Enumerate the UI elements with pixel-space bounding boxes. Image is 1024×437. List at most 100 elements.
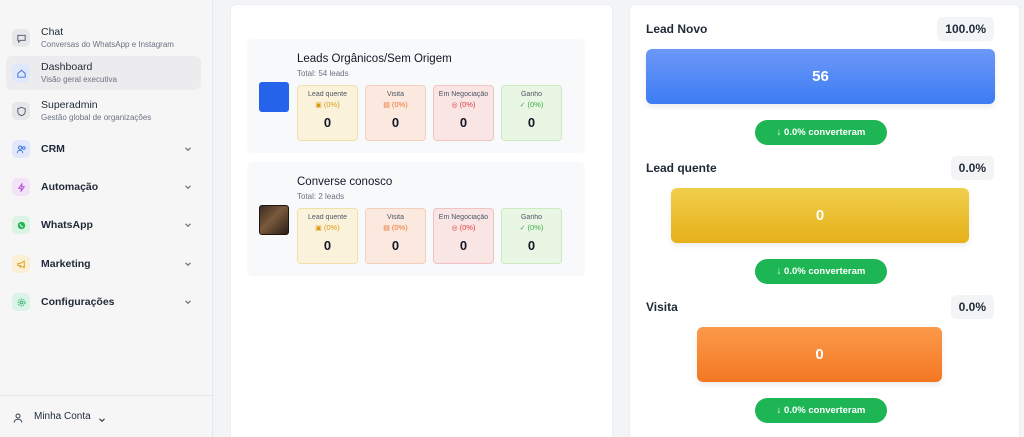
stage-pct: (0%) — [527, 223, 544, 232]
sidebar-item-marketing[interactable]: Marketing — [6, 254, 201, 274]
lead-source-title: Leads Orgânicos/Sem Origem — [297, 53, 452, 65]
stage-em-negociacao: Em Negociação ◎ (0%) 0 — [433, 85, 494, 141]
check-circle-icon: ✓ — [519, 101, 526, 109]
account-label: Minha Conta — [34, 411, 91, 422]
stage-lead-quente: Lead quente ▣ (0%) 0 — [297, 85, 358, 141]
stage-pct: (0%) — [459, 100, 476, 109]
chevron-down-icon[interactable] — [183, 297, 193, 307]
sidebar-item-label: WhatsApp — [41, 219, 93, 231]
lead-source-total: Total: 54 leads — [297, 69, 349, 78]
stage-pct: (0%) — [459, 223, 476, 232]
stage-lead-quente: Lead quente ▣ (0%) 0 — [297, 208, 358, 264]
sidebar-item-subtitle: Gestão global de organizações — [41, 113, 152, 122]
sidebar-item-configuracoes[interactable]: Configurações — [6, 292, 201, 312]
stage-count: 0 — [527, 115, 536, 130]
home-icon — [12, 64, 30, 82]
conversion-badge: ↓ 0.0% converteram — [755, 120, 887, 145]
stage-count: 0 — [459, 238, 468, 253]
gear-icon — [12, 293, 30, 311]
chat-bubble-icon — [12, 29, 30, 47]
stage-visita: Visita ▤ (0%) 0 — [365, 208, 426, 264]
stage-count: 0 — [391, 115, 400, 130]
stage-label: Visita — [387, 91, 404, 98]
chevron-down-icon[interactable] — [183, 144, 193, 154]
calendar-icon: ▣ — [315, 224, 322, 232]
stage-visita: Visita ▤ (0%) 0 — [365, 85, 426, 141]
stage-pct: (0%) — [323, 223, 340, 232]
stage-pct: (0%) — [391, 223, 408, 232]
megaphone-icon — [12, 255, 30, 273]
funnel-bar-visita[interactable]: 0 — [697, 327, 942, 382]
sidebar: Chat Conversas do WhatsApp e Instagram D… — [0, 0, 213, 437]
shield-icon — [12, 102, 30, 120]
lead-source-card[interactable]: Leads Orgânicos/Sem Origem Total: 54 lea… — [247, 39, 585, 153]
stage-count: 0 — [527, 238, 536, 253]
funnel-stage-name: Lead quente — [646, 161, 717, 175]
chevron-down-icon[interactable] — [183, 182, 193, 192]
sidebar-item-subtitle: Conversas do WhatsApp e Instagram — [41, 40, 174, 49]
stage-pct: (0%) — [323, 100, 340, 109]
stage-label: Visita — [387, 214, 404, 221]
user-icon — [12, 411, 24, 423]
chevron-down-icon[interactable] — [183, 259, 193, 269]
stage-label: Lead quente — [308, 91, 347, 98]
stage-count: 0 — [323, 115, 332, 130]
stage-pct: (0%) — [391, 100, 408, 109]
target-icon: ◎ — [451, 224, 458, 232]
sidebar-item-label: Automação — [41, 181, 99, 193]
sidebar-item-subtitle: Visão geral executiva — [41, 75, 117, 84]
stage-label: Lead quente — [308, 214, 347, 221]
stage-label: Ganho — [520, 214, 543, 221]
sidebar-item-label: Chat — [41, 26, 64, 38]
document-icon: ▤ — [383, 224, 390, 232]
funnel-bar-lead-novo[interactable]: 56 — [646, 49, 995, 104]
stage-ganho: Ganho ✓ (0%) 0 — [501, 208, 562, 264]
sidebar-item-automacao[interactable]: Automação — [6, 177, 201, 197]
funnel-stage-pct: 0.0% — [950, 156, 994, 180]
check-circle-icon: ✓ — [519, 224, 526, 232]
stage-label: Ganho — [520, 91, 543, 98]
stage-count: 0 — [459, 115, 468, 130]
sidebar-item-crm[interactable]: CRM — [6, 139, 201, 159]
funnel-bar-lead-quente[interactable]: 0 — [671, 188, 969, 243]
target-icon: ◎ — [451, 101, 458, 109]
stage-pct: (0%) — [527, 100, 544, 109]
sidebar-item-label: CRM — [41, 143, 65, 155]
whatsapp-icon — [12, 216, 30, 234]
lead-sources-panel: Leads Orgânicos/Sem Origem Total: 54 lea… — [230, 4, 613, 437]
sidebar-item-label: Dashboard — [41, 61, 93, 73]
sidebar-item-superadmin[interactable]: Superadmin Gestão global de organizações — [6, 94, 201, 128]
funnel-stage-pct: 0.0% — [950, 295, 994, 319]
stage-label: Em Negociação — [438, 91, 489, 98]
funnel-bar-value: 0 — [815, 346, 824, 363]
chevron-down-icon[interactable] — [183, 220, 193, 230]
lightning-icon — [12, 178, 30, 196]
source-logo — [259, 82, 289, 112]
lead-source-title: Converse conosco — [297, 176, 393, 188]
conversion-badge: ↓ 0.0% converteram — [755, 398, 887, 423]
funnel-stage-name: Lead Novo — [646, 22, 708, 36]
users-icon — [12, 140, 30, 158]
stage-count: 0 — [391, 238, 400, 253]
stage-label: Em Negociação — [438, 214, 489, 221]
funnel-stage-name: Visita — [646, 300, 678, 314]
source-thumbnail — [259, 205, 289, 235]
funnel-bar-value: 56 — [812, 68, 829, 85]
sidebar-item-label: Marketing — [41, 258, 91, 270]
document-icon: ▤ — [383, 101, 390, 109]
lead-source-total: Total: 2 leads — [297, 192, 345, 201]
funnel-panel: Lead Novo 100.0% 56 ↓ 0.0% converteram L… — [629, 4, 1020, 437]
sidebar-item-dashboard[interactable]: Dashboard Visão geral executiva — [6, 56, 201, 90]
sidebar-item-label: Configurações — [41, 296, 115, 308]
sidebar-item-chat[interactable]: Chat Conversas do WhatsApp e Instagram — [6, 21, 201, 55]
sidebar-item-whatsapp[interactable]: WhatsApp — [6, 215, 201, 235]
stage-count: 0 — [323, 238, 332, 253]
stage-ganho: Ganho ✓ (0%) 0 — [501, 85, 562, 141]
conversion-badge: ↓ 0.0% converteram — [755, 259, 887, 284]
account-menu[interactable]: Minha Conta — [0, 395, 212, 437]
stage-em-negociacao: Em Negociação ◎ (0%) 0 — [433, 208, 494, 264]
calendar-icon: ▣ — [315, 101, 322, 109]
funnel-bar-value: 0 — [815, 207, 825, 224]
lead-source-card[interactable]: Converse conosco Total: 2 leads Lead que… — [247, 162, 585, 276]
chevron-down-icon — [97, 412, 107, 422]
